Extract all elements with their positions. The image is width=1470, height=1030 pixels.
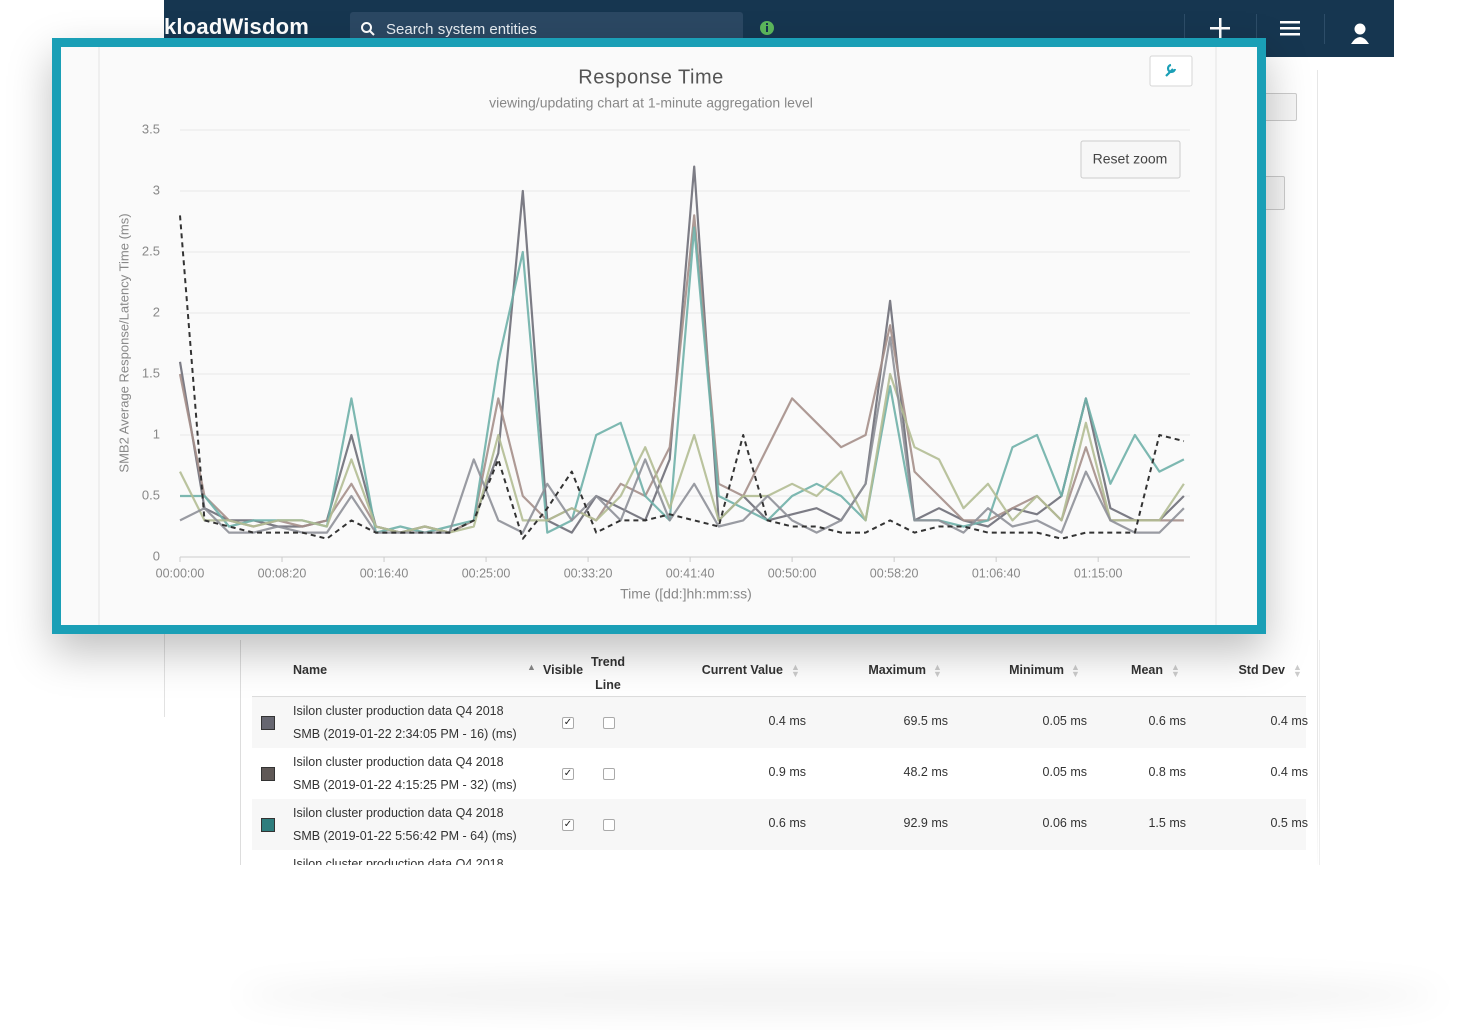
table-cell: 1.5 ms (1148, 816, 1186, 830)
user-icon[interactable] (1350, 22, 1370, 44)
table-row: Isilon cluster production data Q4 2018 (252, 850, 1306, 865)
divider (1324, 14, 1325, 44)
table-cell: 0.4 ms (1270, 765, 1308, 779)
divider (1184, 14, 1185, 44)
header-rule (252, 696, 1306, 697)
trend-checkbox[interactable] (603, 819, 615, 831)
series-swatch (261, 716, 275, 730)
visible-checkbox[interactable]: ✓ (562, 768, 574, 780)
table-cell: 0.5 ms (1270, 816, 1308, 830)
brand: kloadWisdom (164, 14, 310, 39)
trend-checkbox[interactable] (603, 768, 615, 780)
sort-icon: ▲ (527, 662, 536, 672)
table-cell: 0.05 ms (1042, 714, 1087, 728)
series-swatch (261, 818, 275, 832)
panel-edge (1317, 70, 1318, 865)
table-cell: 0.05 ms (1042, 765, 1087, 779)
series-name: SMB (2019-01-22 5:56:42 PM - 64) (ms) (293, 829, 517, 843)
table-row: Isilon cluster production data Q4 2018 SM… (252, 697, 1308, 749)
settings-button[interactable] (1262, 93, 1297, 121)
series-name: Isilon cluster production data Q4 2018 (293, 857, 504, 865)
visible-checkbox[interactable]: ✓ (562, 717, 574, 729)
table-cell: 0.4 ms (1270, 714, 1308, 728)
series-swatch (261, 767, 275, 781)
table-cell: 92.9 ms (903, 816, 948, 830)
series-name: Isilon cluster production data Q4 2018 (293, 806, 504, 820)
sort-icon: ▲ ▼ (1171, 662, 1180, 679)
table-cell: 0.9 ms (768, 765, 806, 779)
table-row: Isilon cluster production data Q4 2018 SM… (252, 748, 1308, 800)
table-cell: 0.6 ms (1148, 714, 1186, 728)
column-header[interactable]: Mean (1131, 663, 1163, 677)
series-name: Isilon cluster production data Q4 2018 (293, 704, 504, 718)
series-table: Name Visible Trend Line Current Value Maximu… (240, 640, 1320, 865)
column-header[interactable]: Minimum (1009, 663, 1064, 677)
info-icon[interactable] (759, 20, 775, 36)
table-cell: 0.4 ms (768, 714, 806, 728)
add-icon[interactable] (1210, 18, 1230, 38)
table-cell: 0.6 ms (768, 816, 806, 830)
search-icon (361, 22, 375, 36)
series-name: SMB (2019-01-22 4:15:25 PM - 32) (ms) (293, 778, 517, 792)
table-row: Isilon cluster production data Q4 2018 SM… (252, 799, 1308, 851)
trend-checkbox[interactable] (603, 717, 615, 729)
column-header: Visible (543, 663, 584, 677)
column-header[interactable]: Maximum (868, 663, 926, 677)
sort-icon: ▲ ▼ (1293, 662, 1302, 679)
visible-checkbox[interactable]: ✓ (562, 819, 574, 831)
column-header[interactable]: Name (293, 663, 328, 677)
sort-icon: ▲ ▼ (1071, 662, 1080, 679)
column-header[interactable]: Std Dev (1238, 663, 1285, 677)
menu-icon[interactable] (1280, 20, 1300, 36)
series-name: SMB (2019-01-22 2:34:05 PM - 16) (ms) (293, 727, 517, 741)
table-cell: 48.2 ms (903, 765, 948, 779)
search-placeholder: Search system entities (386, 21, 537, 38)
table-cell: 0.06 ms (1042, 816, 1087, 830)
shadow (240, 975, 1440, 1015)
divider (1256, 14, 1257, 44)
sort-icon: ▲ ▼ (791, 662, 800, 679)
sort-icon: ▲ ▼ (933, 662, 942, 679)
table-cell: 69.5 ms (903, 714, 948, 728)
column-header[interactable]: Current Value (701, 663, 783, 677)
series-name: Isilon cluster production data Q4 2018 (293, 755, 504, 769)
column-header: Trend Line (590, 655, 626, 692)
chart-card (52, 38, 1266, 634)
table-cell: 0.8 ms (1148, 765, 1186, 779)
